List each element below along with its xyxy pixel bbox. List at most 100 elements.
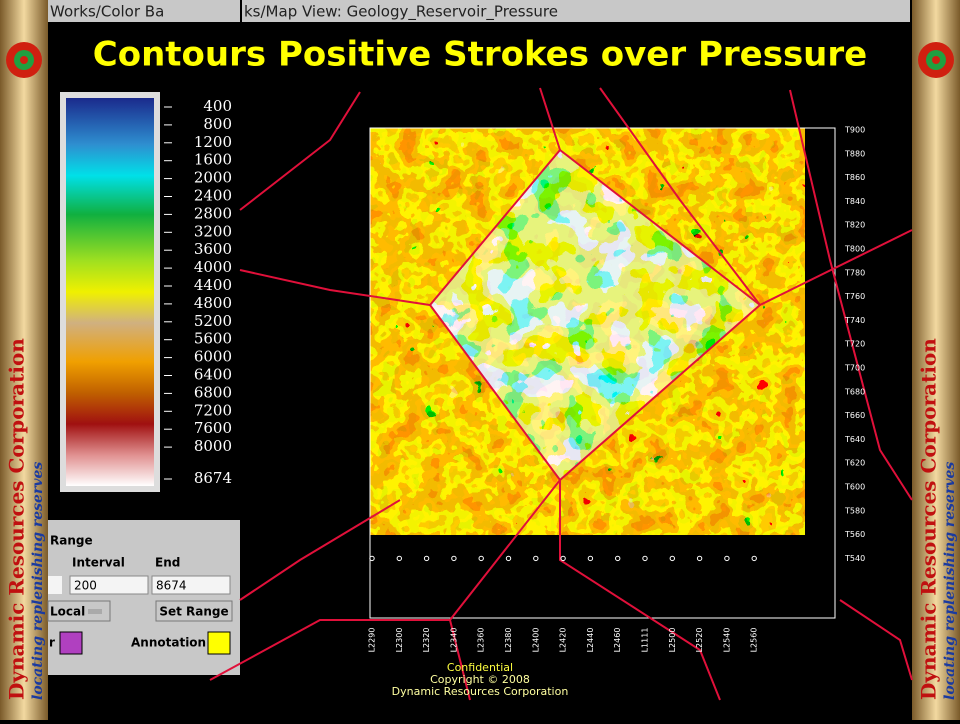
- window-titlebar: [48, 0, 240, 22]
- map-column-label: L2400: [531, 628, 540, 653]
- grid-point: [423, 555, 430, 562]
- map-row-label: T620: [844, 459, 865, 468]
- slide-title: Contours Positive Strokes over Pressure: [93, 35, 867, 75]
- local-button-label: Local: [50, 605, 85, 619]
- map-row-label: T540: [844, 554, 865, 563]
- map-column-label: L2540: [722, 628, 731, 653]
- map-frame: [369, 127, 836, 619]
- grid-point: [696, 555, 703, 562]
- map-row-label: T900: [844, 126, 865, 135]
- logo: [918, 42, 954, 78]
- map-row-label: T820: [844, 221, 865, 230]
- company-name: Dynamic Resources Corporation: [917, 338, 941, 700]
- interval-label: Interval: [72, 556, 125, 570]
- map-row-label: T560: [844, 530, 865, 539]
- map-row-label: T800: [844, 245, 865, 254]
- grid-point: [369, 555, 375, 562]
- colorbar-label: 4800: [194, 294, 232, 312]
- grid-point: [505, 555, 512, 562]
- colorbar-label: 4400: [194, 276, 232, 294]
- footer-line: Dynamic Resources Corporation: [392, 685, 569, 698]
- colorbar-label: 3200: [194, 222, 232, 240]
- map-row-label: T780: [844, 268, 865, 277]
- company-name: Dynamic Resources Corporation: [5, 338, 29, 700]
- colorbar: [66, 98, 154, 486]
- color-swatch[interactable]: [59, 631, 83, 655]
- map-row-label: T760: [844, 292, 865, 301]
- colorbar-label: 7600: [194, 419, 232, 437]
- map-column-label: L1111: [641, 628, 650, 653]
- map-column-label: L2300: [395, 628, 404, 653]
- grid-point: [560, 555, 566, 562]
- map-row-label: T600: [844, 483, 865, 492]
- end-value: 8674: [156, 579, 187, 593]
- interval-input[interactable]: [69, 575, 149, 595]
- grid-point: [751, 555, 757, 562]
- colorbar-label: 5200: [194, 312, 232, 330]
- footer-line: Copyright © 2008: [430, 673, 530, 686]
- map-row-label: T660: [844, 411, 865, 420]
- colorbar-label: 7200: [194, 401, 232, 419]
- map-column-label: L2320: [422, 628, 431, 653]
- grid-point: [451, 555, 457, 562]
- logo: [6, 42, 42, 78]
- colorbar-label: 3600: [194, 240, 232, 258]
- start-input[interactable]: [48, 576, 62, 594]
- map-column-label: L2340: [449, 628, 458, 653]
- set-range-button[interactable]: [155, 600, 233, 622]
- colorbar-label: 400: [203, 97, 232, 115]
- map-row-label: T580: [844, 506, 865, 515]
- window-titlebar: [242, 0, 910, 22]
- grid-point: [533, 555, 539, 562]
- map-row-label: T640: [844, 435, 865, 444]
- window-title: Works/Color Ba: [50, 3, 164, 21]
- grid-point: [615, 555, 621, 562]
- slogan: locating replenishing reserves: [30, 462, 46, 700]
- colorbar-label: 6400: [194, 366, 232, 384]
- map-column-label: L2500: [668, 628, 677, 653]
- grid-point: [478, 555, 484, 562]
- annotation-label: Annotation: [131, 636, 206, 650]
- end-input[interactable]: [151, 575, 231, 595]
- colorbar-label: 800: [203, 115, 232, 133]
- left-sidebar: [0, 0, 48, 720]
- colorbar-label: 6000: [194, 348, 232, 366]
- right-sidebar: [912, 0, 960, 720]
- map-column-label: L2290: [368, 628, 377, 653]
- grid-point: [724, 555, 730, 562]
- map-row-label: T700: [844, 364, 865, 373]
- map-column-label: L2440: [586, 628, 595, 653]
- map-column-label: L2460: [613, 628, 622, 653]
- range-heading: Range: [50, 534, 93, 548]
- colorbar-label: 2800: [194, 204, 232, 222]
- end-label: End: [155, 556, 180, 570]
- map-row-label: T740: [844, 316, 865, 325]
- annotation-swatch[interactable]: [207, 631, 231, 655]
- colorbar-label: 6800: [194, 383, 232, 401]
- set-range-button-label: Set Range: [159, 605, 228, 619]
- grid-point: [396, 555, 402, 562]
- map-column-label: L2420: [559, 628, 568, 653]
- colorbar-label: 4000: [194, 258, 232, 276]
- dropdown-indicator: [88, 609, 102, 614]
- grid-point: [587, 555, 594, 562]
- colorbar-label: 2000: [194, 169, 232, 187]
- colorbar-label: 8000: [194, 437, 232, 455]
- interval-value: 200: [74, 579, 97, 593]
- map-row-label: T840: [844, 197, 865, 206]
- map-row-label: T720: [844, 340, 865, 349]
- local-button[interactable]: [47, 600, 111, 622]
- colorbar-label: 5600: [194, 330, 232, 348]
- map-column-label: L2380: [504, 628, 513, 653]
- colorbar-label: 1200: [194, 133, 232, 151]
- boundary-lines: [209, 87, 913, 701]
- grid-point: [642, 555, 648, 562]
- window-title: ks/Map View: Geology_Reservoir_Pressure: [244, 3, 558, 22]
- map-row-label: T860: [844, 173, 865, 182]
- colorbar-label: 2400: [194, 187, 232, 205]
- colorbar-label: 1600: [194, 151, 232, 169]
- colorbar-label: 8674: [194, 469, 232, 487]
- color-label: r: [49, 636, 55, 650]
- map-row-label: T880: [844, 149, 865, 158]
